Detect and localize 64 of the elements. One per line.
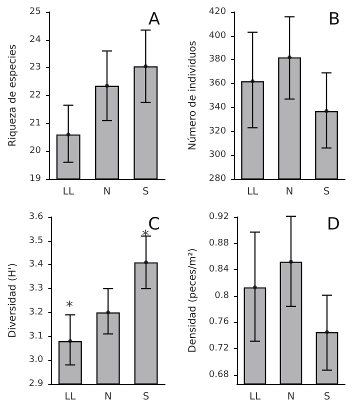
y-tick-label: 20 — [30, 146, 42, 156]
y-tick-label: 280 — [208, 174, 226, 184]
annotation: * — [142, 228, 149, 244]
point — [250, 79, 255, 84]
x-tick-label: S — [142, 186, 149, 198]
y-axis-title: Densidad (peces/m²) — [188, 248, 198, 353]
chart-title: A — [148, 10, 160, 30]
y-tick-label: 2.9 — [28, 379, 44, 389]
y-tick-label: 21 — [30, 118, 41, 128]
y-tick-label: 0.92 — [208, 212, 229, 222]
y-axis-title: Número de individuos — [188, 40, 198, 150]
y-axis-title: Riqueza de especies — [8, 44, 18, 147]
y-tick-label: 22 — [30, 90, 41, 100]
x-tick-label: S — [323, 186, 330, 198]
point — [288, 260, 293, 264]
x-tick-label: LL — [246, 186, 259, 198]
y-tick-label: 0.8 — [214, 290, 230, 301]
y-tick-label: 320 — [208, 126, 226, 136]
annotation: * — [66, 299, 73, 315]
x-tick-label: N — [287, 392, 295, 402]
x-tick-label: LL — [249, 392, 261, 402]
point — [66, 132, 70, 136]
y-tick-label: 420 — [208, 7, 226, 17]
y-tick-label: 24 — [30, 34, 42, 45]
y-tick-label: 3.3 — [28, 284, 44, 294]
x-tick-label: LL — [64, 392, 76, 402]
y-tick-label: 3.2 — [28, 307, 44, 318]
y-tick-label: 23 — [30, 62, 41, 73]
x-tick-label: N — [104, 392, 112, 402]
y-tick-label: 0.76 — [208, 317, 230, 328]
y-tick-label: 25 — [30, 7, 41, 17]
y-tick-label: 0.84 — [208, 264, 230, 275]
y-tick-label: 360 — [208, 78, 226, 89]
point — [106, 310, 110, 314]
y-tick-label: 3.6 — [28, 212, 44, 222]
y-tick-label: 400 — [208, 30, 226, 41]
point — [144, 260, 148, 264]
y-tick-label: 3.1 — [28, 331, 44, 342]
x-tick-label: S — [142, 392, 150, 402]
y-tick-label: 19 — [30, 174, 42, 184]
y-tick-label: 300 — [208, 150, 226, 160]
point — [324, 109, 329, 114]
y-tick-label: 3.4 — [28, 260, 44, 270]
y-tick-label: 380 — [208, 54, 226, 65]
chart-title: D — [326, 214, 340, 234]
y-tick-label: 340 — [208, 102, 226, 112]
y-tick-label: 0.68 — [208, 370, 230, 380]
point — [288, 55, 292, 60]
x-tick-label: N — [286, 186, 294, 198]
point — [252, 285, 257, 290]
point — [105, 84, 109, 88]
chart-title: B — [328, 10, 340, 30]
y-tick-label: 3.5 — [28, 236, 44, 246]
x-tick-label: N — [103, 186, 111, 198]
y-tick-label: 3.0 — [28, 355, 44, 366]
x-tick-label: LL — [62, 186, 74, 198]
y-axis-title: Diversidad (H') — [8, 263, 18, 338]
y-tick-label: 0.72 — [208, 343, 229, 354]
point — [324, 330, 329, 334]
x-tick-label: S — [324, 392, 330, 402]
chart-title: C — [148, 214, 160, 234]
y-tick-label: 0.88 — [208, 238, 230, 248]
point — [68, 339, 72, 344]
point — [144, 64, 148, 68]
